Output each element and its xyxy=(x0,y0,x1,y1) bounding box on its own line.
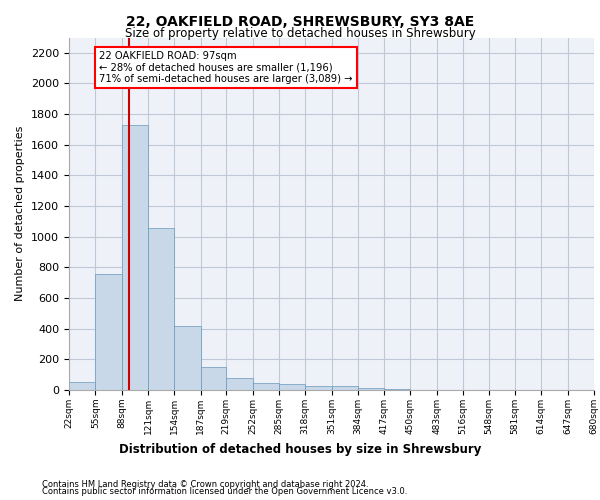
Bar xyxy=(69,382,95,390)
Bar xyxy=(305,386,331,390)
Bar xyxy=(175,326,200,390)
Bar xyxy=(122,125,148,390)
Bar xyxy=(358,388,384,390)
Text: Contains public sector information licensed under the Open Government Licence v3: Contains public sector information licen… xyxy=(42,487,407,496)
Bar xyxy=(148,228,175,390)
Text: Size of property relative to detached houses in Shrewsbury: Size of property relative to detached ho… xyxy=(125,28,475,40)
Y-axis label: Number of detached properties: Number of detached properties xyxy=(16,126,25,302)
Text: Contains HM Land Registry data © Crown copyright and database right 2024.: Contains HM Land Registry data © Crown c… xyxy=(42,480,368,489)
Bar xyxy=(331,386,358,390)
Text: Distribution of detached houses by size in Shrewsbury: Distribution of detached houses by size … xyxy=(119,442,481,456)
Bar xyxy=(95,274,122,390)
Bar xyxy=(384,389,410,390)
Bar xyxy=(200,367,226,390)
Bar xyxy=(253,383,279,390)
Bar xyxy=(279,384,305,390)
Bar xyxy=(226,378,253,390)
Text: 22, OAKFIELD ROAD, SHREWSBURY, SY3 8AE: 22, OAKFIELD ROAD, SHREWSBURY, SY3 8AE xyxy=(126,15,474,29)
Text: 22 OAKFIELD ROAD: 97sqm
← 28% of detached houses are smaller (1,196)
71% of semi: 22 OAKFIELD ROAD: 97sqm ← 28% of detache… xyxy=(100,52,353,84)
